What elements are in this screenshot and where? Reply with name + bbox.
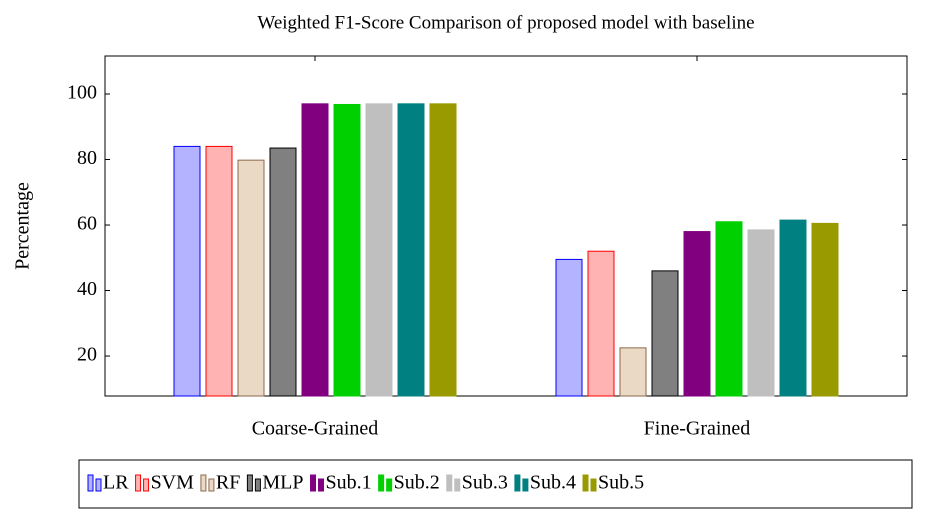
legend-label: MLP: [262, 472, 303, 494]
legend-swatch: [208, 478, 215, 492]
legend-swatch: [95, 478, 102, 492]
legend-swatch: [87, 474, 94, 492]
bar: [587, 250, 615, 397]
legend-swatch: [514, 474, 521, 492]
legend-label: RF: [216, 472, 240, 494]
x-tick-label: Coarse-Grained: [252, 418, 379, 440]
bar: [301, 103, 329, 397]
bar: [779, 219, 807, 397]
bar: [333, 103, 361, 397]
legend-swatch: [254, 478, 261, 492]
legend-label: Sub.1: [326, 472, 372, 494]
y-tick-label: 20: [77, 344, 97, 366]
legend-swatch: [386, 478, 393, 492]
bar: [715, 221, 743, 397]
legend-label: SVM: [151, 472, 195, 494]
y-tick-label: 40: [77, 278, 97, 300]
legend-box: [78, 459, 913, 509]
y-tick-label: 100: [67, 82, 97, 104]
legend-swatch: [135, 474, 142, 492]
legend-swatch: [143, 478, 150, 492]
bar: [237, 159, 265, 397]
legend-label: Sub.5: [598, 472, 644, 494]
bar: [397, 103, 425, 397]
legend-swatch: [446, 474, 453, 492]
legend-swatch: [318, 478, 325, 492]
x-tick-label: Fine-Grained: [644, 418, 751, 440]
bar: [619, 347, 647, 397]
bar: [747, 229, 775, 397]
legend-swatch: [522, 478, 529, 492]
bar: [205, 145, 233, 397]
legend-label: LR: [103, 472, 129, 494]
bar: [555, 258, 583, 397]
legend-swatch: [590, 478, 597, 492]
bar: [683, 231, 711, 397]
bar: [811, 222, 839, 397]
legend-label: Sub.2: [394, 472, 440, 494]
bar: [269, 147, 297, 397]
bar: [651, 270, 679, 397]
bar: [429, 103, 457, 397]
legend-swatch: [246, 474, 253, 492]
legend-swatch: [378, 474, 385, 492]
y-tick-label: 60: [77, 213, 97, 235]
y-axis-label: Percentage: [12, 182, 34, 270]
legend-label: Sub.3: [462, 472, 508, 494]
chart-title: Weighted F1-Score Comparison of proposed…: [257, 12, 754, 33]
bar: [173, 145, 201, 397]
legend-swatch: [310, 474, 317, 492]
plot-frame: [104, 55, 908, 397]
bar: [365, 103, 393, 397]
legend-label: Sub.4: [530, 472, 576, 494]
legend-swatch: [454, 478, 461, 492]
y-tick-label: 80: [77, 147, 97, 169]
legend-swatch: [200, 474, 207, 492]
legend-swatch: [582, 474, 589, 492]
